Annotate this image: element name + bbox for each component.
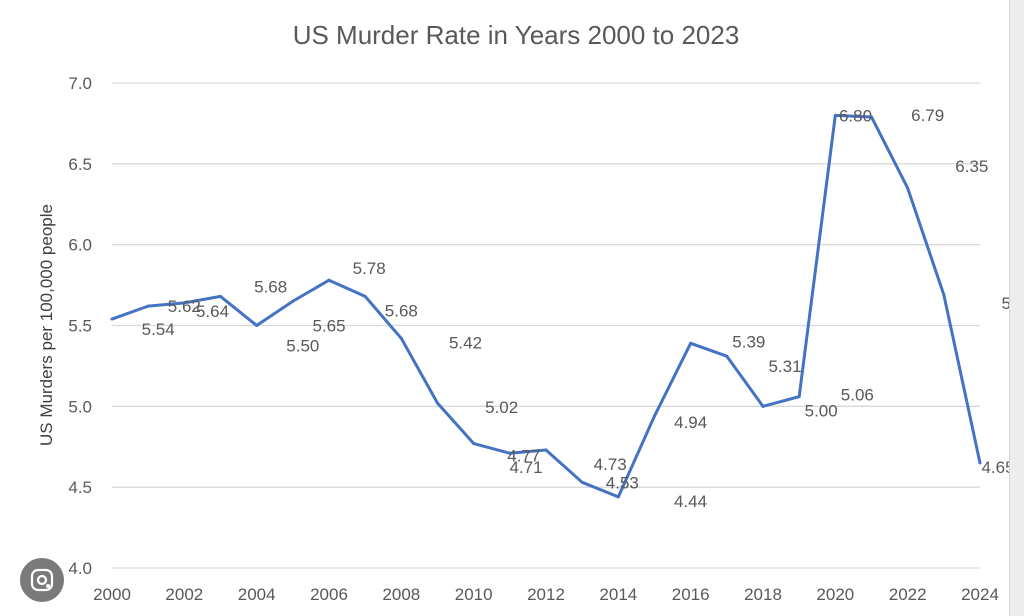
x-tick-label: 2014 [599,585,637,604]
y-tick-label: 6.5 [68,155,92,174]
data-label: 5.78 [353,259,386,278]
data-label: 5.39 [732,332,765,351]
data-point [472,442,476,446]
x-tick-label: 2024 [961,585,999,604]
data-point [182,301,186,305]
data-point [291,299,295,303]
data-label: 6.35 [955,157,988,176]
data-point [146,304,150,308]
data-label: 5.68 [385,301,418,320]
data-label: 5.06 [841,386,874,405]
data-label: 6.80 [839,106,872,125]
data-point [653,414,656,418]
data-label: 5.42 [449,333,482,352]
x-tick-label: 2000 [93,585,131,604]
x-tick-label: 2008 [382,585,420,604]
gridlines [112,82,980,569]
data-label: 5.50 [286,337,319,356]
data-point [978,461,982,465]
y-tick-label: 7.0 [68,74,92,93]
data-point [110,317,114,321]
data-point [797,395,801,399]
x-tick-label: 2016 [672,585,710,604]
data-point [219,294,222,298]
data-point [255,324,259,327]
data-points [110,113,982,499]
data-labels: 5.54 5.625.64 5.68 5.50 5.65 5.78 5.68 5.42 5.02… [142,106,1010,511]
data-label: 4.65 [981,458,1010,477]
series-line-us-murder-rate [111,113,982,499]
x-tick-label: 2012 [527,585,565,604]
y-axis-ticks: 4.0 4.5 5.0 5.5 6.0 6.5 7.0 [68,74,92,578]
data-label: 4.77 [507,447,540,466]
data-label: 5.02 [485,398,518,417]
x-axis-ticks: 2000 2002 2004 2006 2008 2010 2012 2014 2016 2018… [93,585,999,604]
x-tick-label: 2020 [816,585,854,604]
data-label: 5.00 [805,401,838,420]
x-tick-label: 2022 [889,585,927,604]
y-tick-label: 5.0 [68,397,92,416]
data-point [870,115,873,119]
data-point [942,293,946,297]
y-tick-label: 4.5 [68,478,92,497]
data-label: 4.71 [509,458,542,477]
data-point [327,278,331,282]
data-point [544,448,548,452]
data-label: 5.54 [142,320,175,339]
data-point [906,186,910,190]
data-label: 5.65 [312,316,345,335]
data-label: 4.73 [594,455,627,474]
data-point [508,451,512,455]
data-label: 6.79 [911,106,944,125]
data-label: 5.68 [254,277,287,296]
data-point [725,354,729,358]
right-edge-panel [1009,0,1024,616]
x-tick-label: 2018 [744,585,782,604]
data-label: 4.44 [674,492,707,511]
visual-search-icon[interactable] [20,558,64,602]
data-point [363,294,367,298]
y-tick-label: 4.0 [68,559,92,578]
data-point [689,341,693,345]
x-tick-label: 2002 [165,585,203,604]
data-label: 5.62 [168,297,201,316]
data-point [761,404,765,408]
y-axis-label: US Murders per 100,000 people [37,204,56,446]
x-tick-label: 2004 [238,585,276,604]
data-point [399,336,403,340]
data-point [580,480,584,484]
data-point [436,401,439,405]
data-label: 4.94 [674,413,707,432]
data-label: 5.31 [768,357,801,376]
data-point [833,113,837,117]
chart-title: US Murder Rate in Years 2000 to 2023 [293,20,740,50]
y-tick-label: 5.5 [68,317,92,336]
x-tick-label: 2010 [455,585,493,604]
data-label: 4.53 [606,473,639,492]
y-tick-label: 6.0 [68,236,92,255]
x-tick-label: 2006 [310,585,348,604]
data-point [616,495,620,499]
data-label: 5.64 [196,302,229,321]
data-label: 5.69 [1001,294,1010,313]
